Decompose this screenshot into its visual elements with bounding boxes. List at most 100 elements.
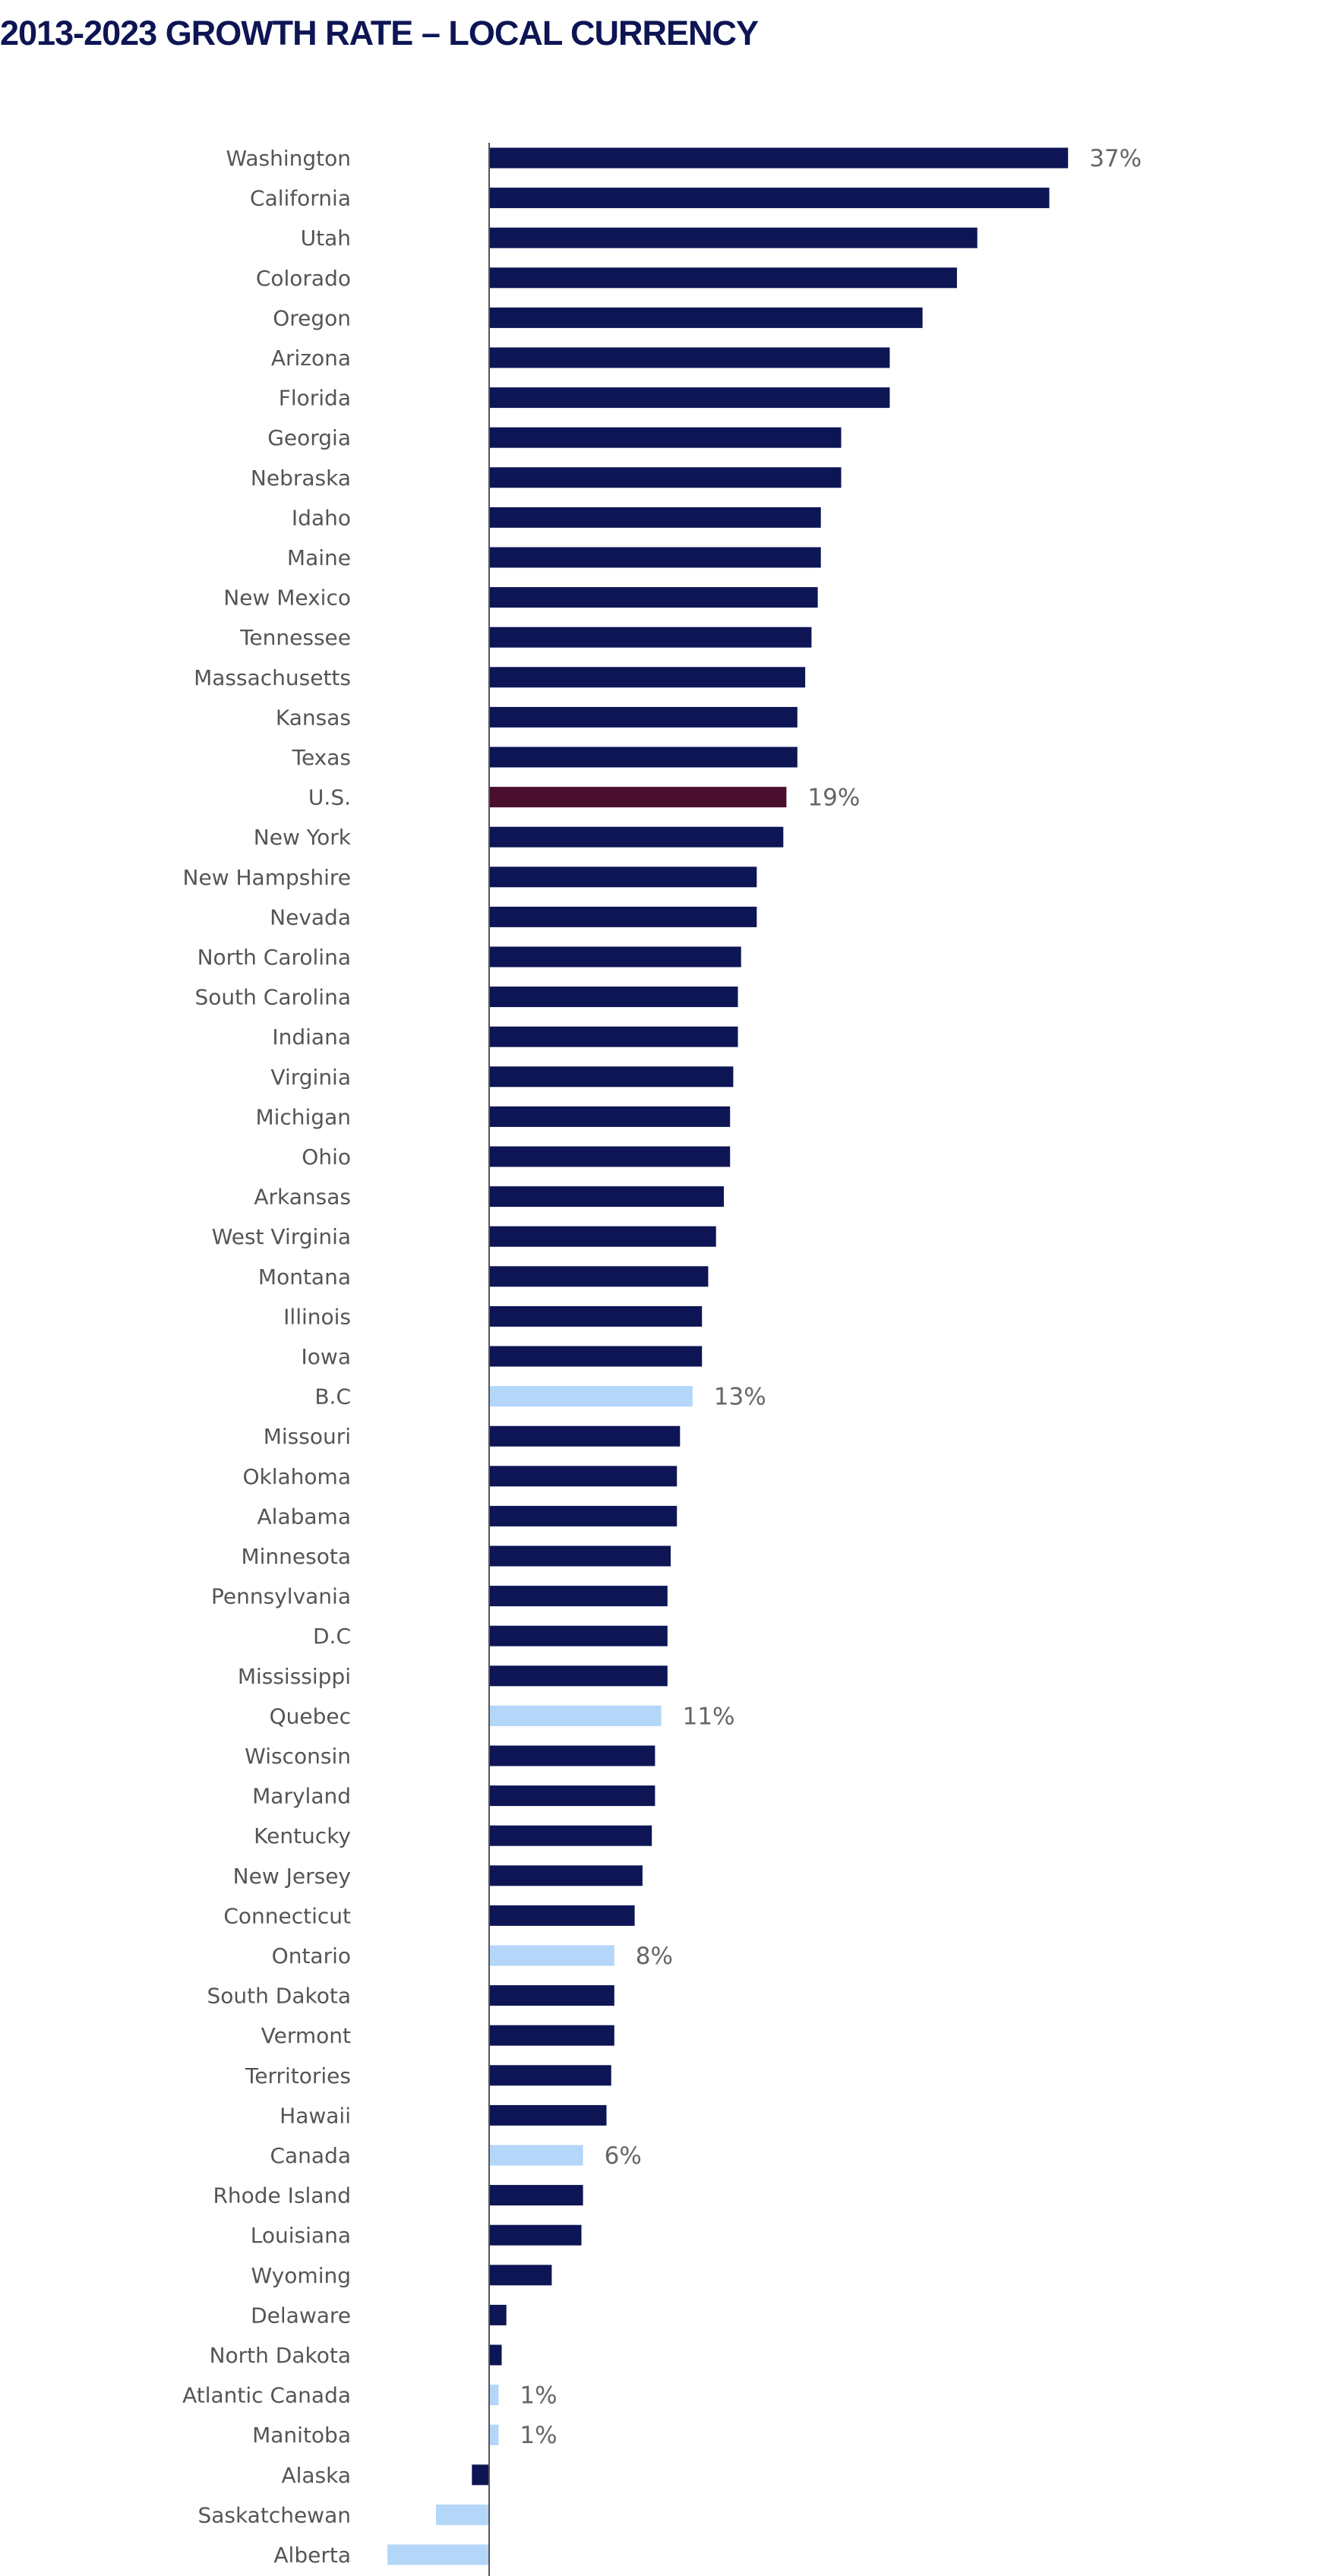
chart-title: 2013-2023 GROWTH RATE – LOCAL CURRENCY bbox=[0, 14, 759, 52]
category-label-oregon: Oregon bbox=[273, 305, 351, 330]
bar-new-mexico bbox=[489, 587, 818, 608]
category-label-colorado: Colorado bbox=[256, 266, 351, 291]
category-label-connecticut: Connecticut bbox=[223, 1903, 351, 1928]
bar-missouri bbox=[489, 1425, 681, 1447]
bar-idaho bbox=[489, 507, 821, 528]
bar-massachusetts bbox=[489, 667, 806, 688]
category-label-michigan: Michigan bbox=[255, 1104, 351, 1129]
category-label-south-carolina: South Carolina bbox=[195, 985, 351, 1010]
bar-south-carolina bbox=[489, 987, 738, 1008]
category-label-utah: Utah bbox=[301, 226, 351, 251]
category-label-tennessee: Tennessee bbox=[239, 625, 351, 650]
bars-layer bbox=[387, 147, 1069, 2565]
data-label-atlantic-canada: 1% bbox=[520, 2382, 557, 2410]
bar-utah bbox=[489, 227, 978, 248]
category-label-vermont: Vermont bbox=[261, 2023, 351, 2048]
category-label-idaho: Idaho bbox=[292, 505, 351, 530]
bar-illinois bbox=[489, 1305, 703, 1327]
bar-nebraska bbox=[489, 467, 842, 488]
data-label-washington: 37% bbox=[1089, 145, 1142, 172]
bar-new-jersey bbox=[489, 1865, 643, 1886]
category-label-maryland: Maryland bbox=[252, 1784, 351, 1809]
category-label-iowa: Iowa bbox=[302, 1344, 351, 1369]
category-label-alabama: Alabama bbox=[257, 1504, 351, 1529]
bar-florida bbox=[489, 387, 890, 409]
data-label-manitoba: 1% bbox=[520, 2422, 557, 2449]
category-label-nebraska: Nebraska bbox=[251, 466, 351, 491]
bar-kentucky bbox=[489, 1825, 652, 1846]
category-label-kansas: Kansas bbox=[276, 705, 351, 730]
category-label-alberta: Alberta bbox=[273, 2543, 351, 2568]
category-label-arkansas: Arkansas bbox=[254, 1185, 351, 1210]
bar-kansas bbox=[489, 706, 798, 728]
category-label-nevada: Nevada bbox=[270, 904, 351, 930]
category-label-new-york: New York bbox=[254, 825, 352, 850]
category-label-california: California bbox=[250, 186, 351, 211]
category-label-kentucky: Kentucky bbox=[254, 1823, 351, 1848]
bar-delaware bbox=[489, 2304, 507, 2325]
category-label-south-dakota: South Dakota bbox=[207, 1984, 351, 2009]
data-label-ontario: 8% bbox=[636, 1943, 673, 1970]
category-label-hawaii: Hawaii bbox=[280, 2103, 351, 2128]
category-label-saskatchewan: Saskatchewan bbox=[197, 2502, 351, 2527]
bar-arkansas bbox=[489, 1186, 724, 1208]
category-label-ohio: Ohio bbox=[302, 1144, 351, 1170]
category-label-north-carolina: North Carolina bbox=[197, 945, 351, 970]
category-label-new-hampshire: New Hampshire bbox=[183, 865, 351, 890]
category-label-louisiana: Louisiana bbox=[251, 2223, 351, 2248]
category-label-virginia: Virginia bbox=[270, 1065, 351, 1090]
category-label-quebec: Quebec bbox=[270, 1703, 351, 1728]
bar-maine bbox=[489, 547, 821, 568]
category-label-atlantic-canada: Atlantic Canada bbox=[182, 2383, 351, 2408]
bar-alberta bbox=[387, 2544, 489, 2565]
bar-montana bbox=[489, 1266, 709, 1287]
bar-new-york bbox=[489, 826, 784, 848]
category-label-ontario: Ontario bbox=[272, 1943, 351, 1968]
category-label-b-c: B.C bbox=[314, 1384, 351, 1410]
bar-north-dakota bbox=[489, 2344, 502, 2366]
category-label-alaska: Alaska bbox=[281, 2463, 351, 2488]
bar-new-hampshire bbox=[489, 867, 757, 888]
bar-hawaii bbox=[489, 2104, 607, 2126]
bar-u-s bbox=[489, 787, 787, 808]
category-label-maine: Maine bbox=[287, 545, 351, 570]
bar-south-dakota bbox=[489, 1985, 614, 2006]
category-label-minnesota: Minnesota bbox=[241, 1544, 351, 1569]
category-label-wyoming: Wyoming bbox=[251, 2263, 351, 2288]
bar-colorado bbox=[489, 267, 957, 289]
bar-iowa bbox=[489, 1346, 703, 1367]
bar-ohio bbox=[489, 1146, 731, 1167]
category-label-oklahoma: Oklahoma bbox=[242, 1464, 351, 1489]
category-label-west-virginia: West Virginia bbox=[212, 1224, 351, 1249]
bar-arizona bbox=[489, 347, 890, 368]
category-label-indiana: Indiana bbox=[272, 1024, 351, 1050]
category-label-montana: Montana bbox=[258, 1264, 351, 1290]
bar-connecticut bbox=[489, 1905, 635, 1926]
category-label-missouri: Missouri bbox=[264, 1424, 351, 1449]
category-label-texas: Texas bbox=[292, 745, 351, 770]
bar-indiana bbox=[489, 1026, 738, 1047]
bar-wyoming bbox=[489, 2265, 552, 2286]
bar-mississippi bbox=[489, 1665, 668, 1687]
bar-territories bbox=[489, 2065, 611, 2086]
category-label-washington: Washington bbox=[226, 146, 351, 171]
category-label-illinois: Illinois bbox=[283, 1304, 351, 1329]
bar-washington bbox=[489, 147, 1069, 169]
bar-california bbox=[489, 188, 1050, 209]
bar-west-virginia bbox=[489, 1226, 716, 1247]
bar-canada bbox=[489, 2145, 583, 2166]
bar-maryland bbox=[489, 1785, 655, 1807]
category-label-territories: Territories bbox=[245, 2063, 351, 2088]
bar-georgia bbox=[489, 427, 842, 448]
category-label-u-s: U.S. bbox=[308, 785, 351, 810]
bar-atlantic-canada bbox=[489, 2385, 499, 2406]
category-label-delaware: Delaware bbox=[251, 2303, 351, 2328]
category-labels-layer: Washington California Utah Colorado Oregon Ar… bbox=[182, 146, 352, 2568]
data-label-canada: 6% bbox=[605, 2142, 642, 2170]
category-label-canada: Canada bbox=[270, 2143, 351, 2168]
category-label-north-dakota: North Dakota bbox=[210, 2343, 351, 2368]
bar-b-c bbox=[489, 1386, 693, 1407]
bar-alaska bbox=[472, 2464, 489, 2486]
bar-alabama bbox=[489, 1505, 678, 1526]
data-label-quebec: 11% bbox=[683, 1703, 735, 1730]
